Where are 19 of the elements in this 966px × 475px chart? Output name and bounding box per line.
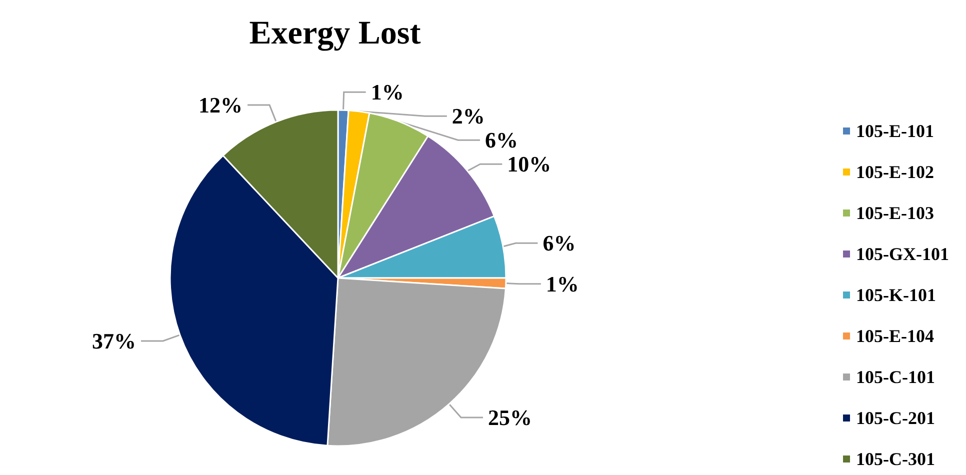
legend-label: 105-E-103 (856, 203, 934, 223)
data-label: 6% (484, 128, 518, 153)
data-label: 10% (507, 152, 552, 177)
data-label: 6% (542, 230, 576, 256)
data-label: 1% (370, 80, 404, 105)
data-label: 1% (546, 271, 579, 296)
legend-label: 105-K-101 (856, 285, 936, 305)
data-label: 25% (488, 405, 532, 430)
legend-label: 105-C-201 (856, 408, 936, 428)
data-label: 37% (92, 328, 136, 354)
legend-label: 105-E-102 (856, 162, 934, 182)
chart-title: Exergy Lost (249, 16, 421, 52)
data-label: 12% (198, 92, 243, 118)
legend-label: 105-GX-101 (856, 244, 950, 264)
data-label: 2% (452, 104, 485, 129)
legend-label: 105-C-101 (856, 367, 936, 387)
legend-label: 105-C-301 (856, 449, 936, 469)
legend-label: 105-E-104 (856, 326, 934, 346)
legend-label: 105-E-101 (856, 121, 934, 141)
